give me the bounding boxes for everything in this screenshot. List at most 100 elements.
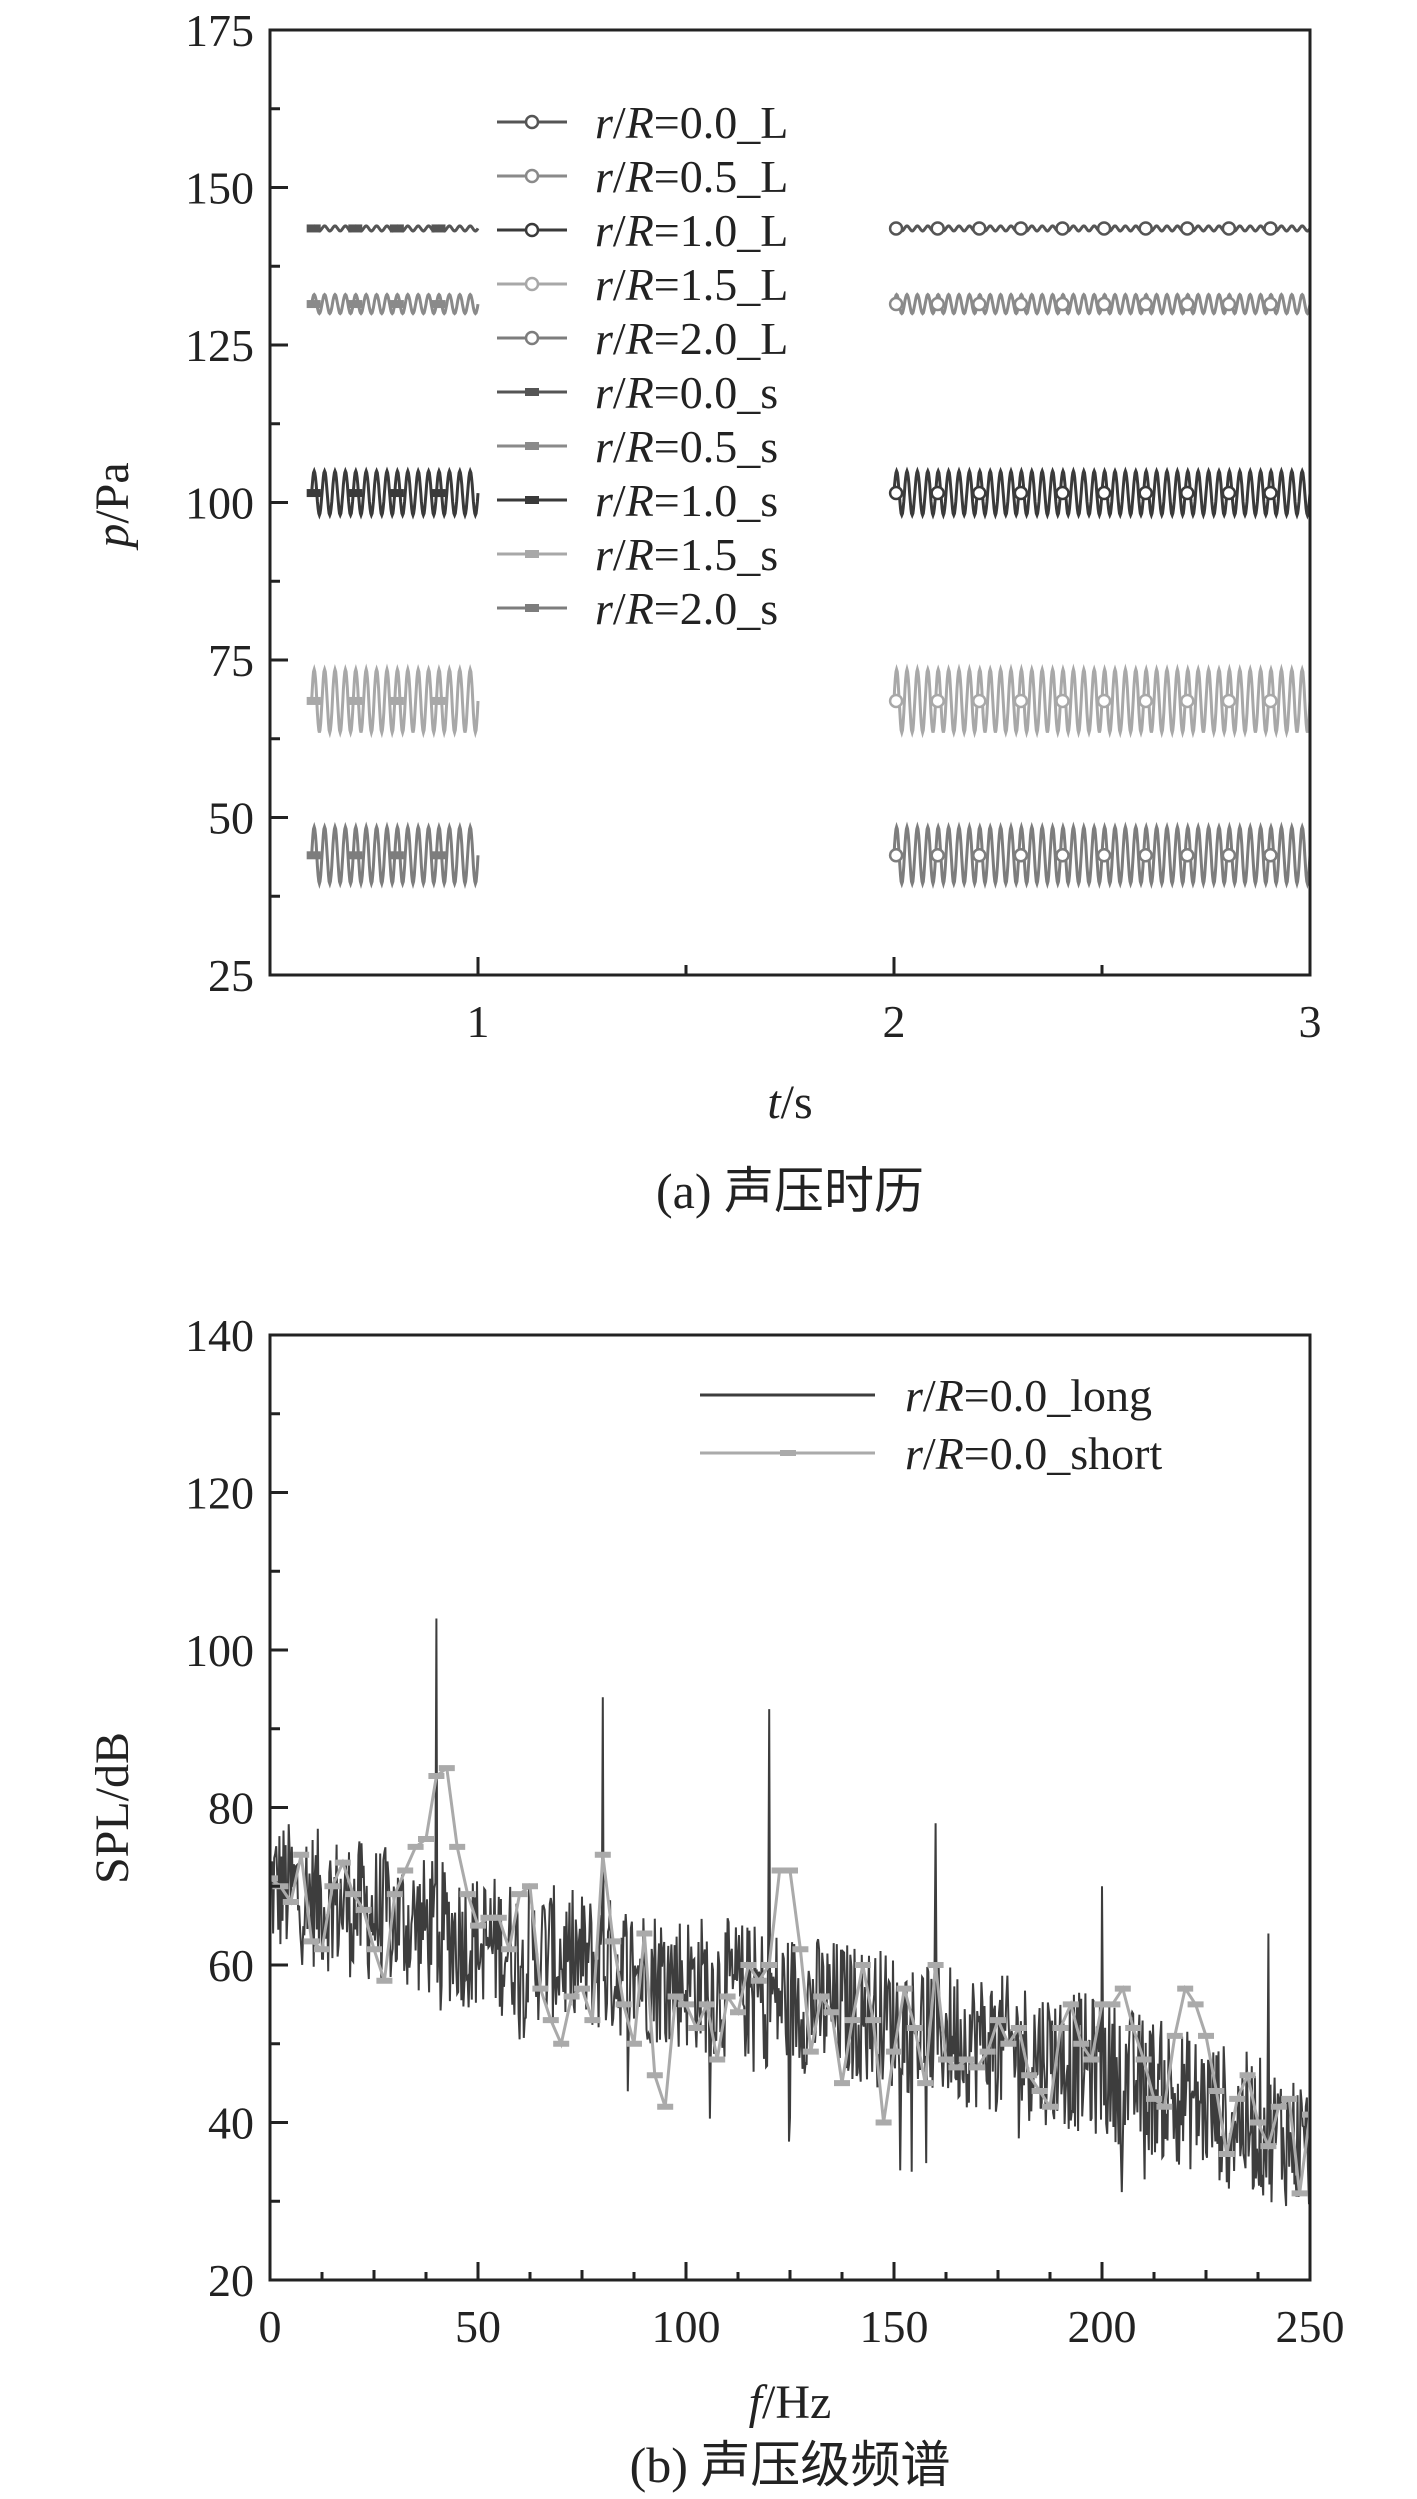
series-marker	[761, 1962, 778, 1968]
series-marker	[771, 1867, 788, 1874]
series-marker	[792, 1946, 809, 1953]
series-marker	[324, 1883, 341, 1890]
series-marker	[431, 696, 446, 705]
series-marker	[345, 1891, 362, 1898]
series-marker	[272, 1883, 289, 1890]
series-marker	[511, 1891, 528, 1898]
series-marker	[927, 1962, 944, 1968]
chart-a-legend: r/R=0.0_Lr/R=0.5_Lr/R=1.0_Lr/R=1.5_Lr/R=…	[497, 97, 788, 634]
series-marker	[1156, 2103, 1173, 2110]
series-marker	[1180, 693, 1195, 709]
legend-label: r/R=0.0_long	[905, 1370, 1152, 1421]
chart-pressure-time-history: 25 50 75 100 125 150 175 1 2 3 r/R=0.0_Lr/R=0.5_L…	[86, 5, 1322, 1219]
series-marker	[306, 300, 321, 309]
series-marker	[1281, 2095, 1298, 2102]
series-marker	[397, 1867, 414, 1874]
series-marker	[802, 2048, 819, 2055]
series-marker	[888, 848, 904, 863]
series-marker	[930, 221, 945, 236]
series-marker	[1000, 2040, 1017, 2047]
series-r-R-1-0-L	[888, 466, 1312, 520]
legend-swatch-marker	[525, 496, 539, 504]
series-r-R-2-0-s	[306, 821, 480, 890]
series-marker	[1302, 2111, 1310, 2118]
series-marker	[1062, 2001, 1079, 2008]
series-marker	[1138, 848, 1153, 863]
series-marker	[501, 1946, 518, 1953]
legend-swatch-marker	[780, 1450, 796, 1456]
series-marker	[1055, 485, 1070, 501]
series-marker	[730, 2009, 746, 2016]
chart-b-caption: (b) 声压级频谱	[630, 2437, 951, 2493]
series-marker	[1263, 848, 1278, 863]
series-marker	[1138, 485, 1153, 501]
series-marker	[1013, 221, 1029, 236]
chart-b-x-tick-label: 200	[1068, 2301, 1137, 2352]
series-marker	[270, 1875, 278, 1882]
series-marker	[1094, 2001, 1110, 2008]
series-marker	[930, 296, 945, 312]
series-r-R-1-5-s	[306, 663, 480, 739]
series-marker	[972, 848, 987, 863]
legend-item: r/R=1.0_L	[497, 205, 788, 256]
series-marker	[1263, 221, 1278, 236]
chart-a-axes: 25 50 75 100 125 150 175 1 2 3	[185, 5, 1322, 1047]
series-marker	[688, 2025, 705, 2031]
series-marker	[1180, 221, 1195, 236]
chart-b-y-tick-label: 80	[208, 1783, 254, 1834]
series-marker	[1221, 485, 1237, 501]
series-marker	[646, 2072, 663, 2079]
legend-item: r/R=0.5_L	[497, 151, 788, 202]
series-marker	[1096, 693, 1112, 709]
series-marker	[1052, 2025, 1069, 2031]
series-marker	[1218, 2151, 1235, 2157]
chart-a-y-tick-label: 100	[185, 478, 254, 529]
series-marker	[888, 485, 904, 501]
series-marker	[917, 2080, 934, 2087]
series-marker	[542, 2017, 559, 2024]
series-marker	[431, 851, 446, 860]
series-marker	[389, 224, 404, 233]
legend-label: r/R=2.0_s	[595, 583, 778, 634]
chart-b-x-tick-label: 0	[259, 2301, 282, 2352]
series-marker	[1125, 2025, 1142, 2031]
series-marker	[888, 693, 904, 709]
series-marker	[334, 1859, 351, 1866]
series-marker	[1263, 693, 1278, 709]
series-marker	[1083, 2056, 1100, 2063]
series-marker	[407, 1843, 424, 1850]
legend-swatch-marker	[525, 550, 539, 558]
series-marker	[930, 848, 945, 863]
chart-a-y-tick-label: 175	[185, 5, 254, 56]
chart-a-x-tick-label: 1	[467, 996, 490, 1047]
legend-swatch-marker	[525, 604, 539, 612]
series-marker	[854, 1962, 871, 1968]
series-marker	[823, 2009, 840, 2016]
series-marker	[1013, 848, 1029, 863]
series-marker	[969, 2064, 986, 2071]
series-marker	[750, 1977, 767, 1984]
series-marker	[813, 1993, 830, 2000]
series-marker	[348, 300, 363, 309]
series-marker	[834, 2080, 850, 2087]
series-marker	[1146, 2095, 1162, 2102]
series-r-R-0-5-s	[306, 292, 480, 316]
series-marker	[875, 2119, 892, 2126]
series-r-R-0-0-s	[306, 224, 480, 233]
series-marker	[930, 693, 945, 709]
series-marker	[282, 1899, 299, 1905]
legend-swatch-marker	[524, 168, 540, 184]
chart-a-caption: (a) 声压时历	[656, 1163, 924, 1219]
chart-b-series-layer	[270, 1618, 1310, 2207]
series-marker	[428, 1773, 445, 1779]
series-marker	[376, 1977, 393, 1984]
series-marker	[906, 2025, 923, 2031]
series-marker	[1239, 2072, 1256, 2079]
series-marker	[303, 1938, 320, 1945]
chart-b-x-tick-label: 100	[652, 2301, 721, 2352]
series-marker	[1096, 296, 1112, 312]
chart-a-y-tick-label: 25	[208, 950, 254, 1001]
series-marker	[1166, 2032, 1183, 2039]
series-marker	[584, 2017, 601, 2024]
